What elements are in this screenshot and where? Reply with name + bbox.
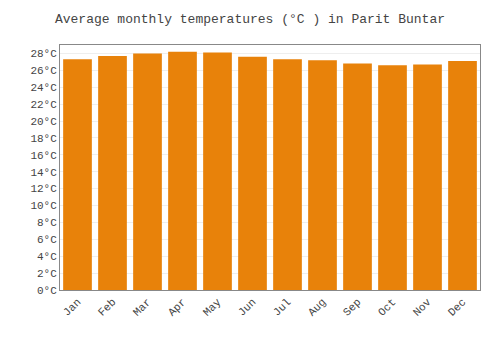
svg-text:Mar: Mar bbox=[131, 296, 153, 318]
svg-text:Jun: Jun bbox=[236, 296, 258, 318]
svg-text:20°C: 20°C bbox=[30, 116, 57, 128]
svg-text:28°C: 28°C bbox=[30, 48, 57, 60]
svg-text:Oct: Oct bbox=[376, 296, 398, 318]
svg-text:Jul: Jul bbox=[271, 296, 293, 318]
svg-text:Jan: Jan bbox=[61, 296, 83, 318]
svg-text:2°C: 2°C bbox=[37, 268, 57, 280]
svg-text:0°C: 0°C bbox=[37, 285, 57, 297]
svg-text:6°C: 6°C bbox=[37, 234, 57, 246]
svg-text:12°C: 12°C bbox=[30, 183, 57, 195]
svg-text:Feb: Feb bbox=[96, 296, 118, 318]
svg-text:May: May bbox=[201, 296, 224, 319]
svg-text:10°C: 10°C bbox=[30, 200, 57, 212]
svg-text:26°C: 26°C bbox=[30, 65, 57, 77]
svg-text:Apr: Apr bbox=[166, 296, 188, 318]
svg-text:16°C: 16°C bbox=[30, 150, 57, 162]
svg-text:8°C: 8°C bbox=[37, 217, 57, 229]
svg-text:14°C: 14°C bbox=[30, 167, 57, 179]
svg-text:Dec: Dec bbox=[446, 296, 468, 318]
svg-text:18°C: 18°C bbox=[30, 133, 57, 145]
svg-text:Nov: Nov bbox=[411, 296, 434, 319]
svg-text:Sep: Sep bbox=[341, 296, 363, 318]
svg-text:4°C: 4°C bbox=[37, 251, 57, 263]
svg-text:Average monthly temperatures (: Average monthly temperatures (°C ) in Pa… bbox=[55, 12, 445, 27]
svg-text:Aug: Aug bbox=[306, 296, 328, 318]
svg-text:24°C: 24°C bbox=[30, 82, 57, 94]
svg-text:22°C: 22°C bbox=[30, 99, 57, 111]
